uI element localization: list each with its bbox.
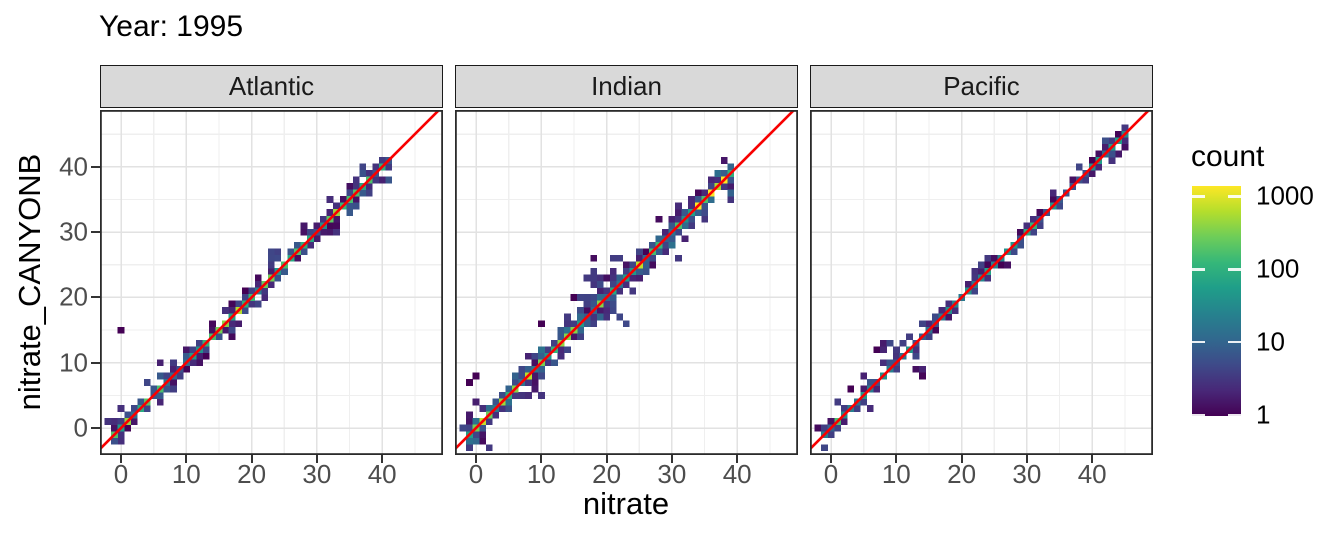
facet-strip-label: Indian (591, 71, 662, 101)
legend-tick-label: 1 (1256, 399, 1271, 430)
x-tick-label: 10 (171, 459, 201, 489)
panel-border (455, 110, 798, 455)
x-tick-mark (315, 455, 318, 463)
x-tick-mark (1091, 455, 1094, 463)
x-tick-mark (1025, 455, 1028, 463)
panel-plot-area-indian (455, 110, 798, 455)
x-tick-mark (830, 455, 832, 463)
x-tick-label: 30 (657, 459, 687, 489)
legend-tick-label: 1000 (1256, 180, 1314, 211)
legend-tick-dash-right (1228, 195, 1241, 198)
legend-tick-dash-right (1228, 268, 1241, 271)
bin2d-layer (459, 157, 735, 452)
x-tick-mark (185, 455, 188, 463)
x-tick-mark (540, 455, 543, 463)
y-tick-label: 0 (73, 412, 88, 443)
x-axis-title: nitrate (582, 486, 670, 521)
panel-border (100, 110, 443, 455)
x-tick-mark (250, 455, 253, 463)
legend-tick-dash-right (1228, 341, 1241, 344)
identity-line (455, 110, 796, 451)
legend-tick-label: 100 (1256, 253, 1300, 284)
x-tick-mark (960, 455, 963, 463)
legend-tick-dash-left (1192, 195, 1205, 198)
plot-title: Year: 1995 (99, 10, 244, 43)
y-tick-mark (91, 231, 100, 234)
y-tick-mark (91, 165, 100, 168)
facet-strip-label: Atlantic (228, 71, 315, 101)
x-tick-label: 40 (722, 459, 752, 489)
y-tick-mark (91, 361, 100, 364)
facet-strip-atlantic: Atlantic (100, 65, 443, 108)
legend-tick-dash-left (1192, 414, 1205, 417)
x-tick-mark (670, 455, 673, 463)
identity-line (810, 110, 1151, 451)
legend-tick-dash-left (1192, 341, 1205, 344)
x-tick-label: 0 (823, 459, 839, 489)
y-tick-label: 40 (59, 151, 88, 182)
legend-title: count (1191, 140, 1265, 173)
x-tick-mark (605, 455, 608, 463)
legend-tick-dash-right (1228, 414, 1241, 417)
facet-strip-pacific: Pacific (810, 65, 1153, 108)
x-tick-label: 20 (237, 459, 267, 489)
x-tick-mark (736, 455, 739, 463)
x-tick-label: 40 (367, 459, 397, 489)
facet-strip-indian: Indian (455, 65, 798, 108)
x-tick-label: 20 (592, 459, 622, 489)
y-tick-label: 30 (59, 216, 88, 247)
panel-border (810, 110, 1153, 455)
x-tick-label: 20 (947, 459, 977, 489)
x-tick-label: 10 (881, 459, 911, 489)
y-tick-mark (91, 427, 100, 429)
x-tick-mark (120, 455, 122, 463)
y-tick-label: 10 (59, 347, 88, 378)
x-tick-label: 40 (1077, 459, 1107, 489)
x-tick-label: 30 (1012, 459, 1042, 489)
identity-line (100, 110, 441, 451)
x-tick-mark (381, 455, 384, 463)
y-tick-label: 20 (59, 281, 88, 312)
legend-colorbar (1192, 186, 1241, 416)
x-tick-label: 0 (113, 459, 129, 489)
panel-plot-area-atlantic (100, 110, 443, 455)
x-tick-mark (475, 455, 477, 463)
legend-tick-label: 10 (1256, 326, 1285, 357)
y-tick-mark (91, 296, 100, 299)
panel-plot-area-pacific (810, 110, 1153, 455)
legend-tick-dash-left (1192, 268, 1205, 271)
facet-strip-label: Pacific (943, 71, 1020, 101)
x-tick-label: 10 (526, 459, 556, 489)
x-tick-label: 0 (468, 459, 484, 489)
x-tick-label: 30 (302, 459, 332, 489)
x-tick-mark (895, 455, 898, 463)
